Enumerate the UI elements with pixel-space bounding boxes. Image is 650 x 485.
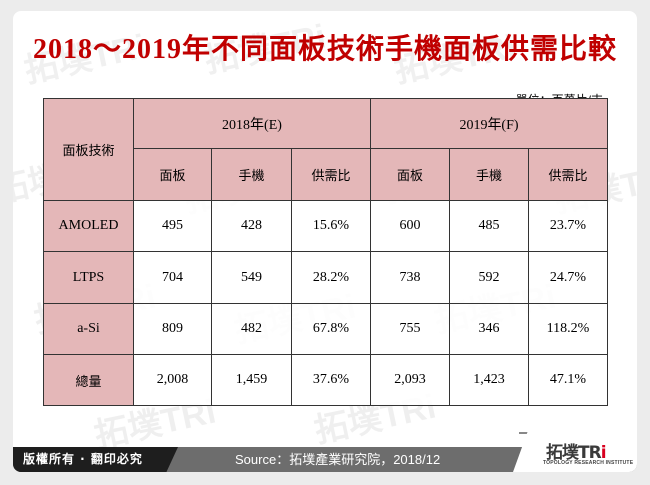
header-panel-2019: 面板	[370, 148, 450, 201]
row-label: AMOLED	[43, 200, 134, 252]
header-ratio-2018: 供需比	[291, 148, 371, 201]
table-row: LTPS 704 549 28.2% 738 592 24.7%	[43, 251, 608, 304]
page-title: 2018～2019年不同面板技術手機面板供需比較	[33, 34, 618, 65]
cell: 1,459	[211, 354, 292, 406]
cell: 23.7%	[528, 200, 608, 252]
cell: 809	[133, 303, 212, 355]
cell: 482	[211, 303, 292, 355]
slide-card: 拓墣TRi 拓墣TRi 拓墣TRi 拓墣TRi 拓墣TRi 拓墣TRi 拓墣TR…	[13, 11, 637, 472]
cell: 15.6%	[291, 200, 371, 252]
row-label: LTPS	[43, 251, 134, 304]
row-label: 總量	[43, 354, 134, 406]
header-phone-2018: 手機	[211, 148, 292, 201]
copyright-notice: 版權所有 · 翻印必究	[13, 447, 178, 472]
logo-panel	[513, 431, 637, 472]
header-year-2018: 2018年(E)	[133, 98, 371, 149]
cell: 592	[449, 251, 529, 304]
row-label: a-Si	[43, 303, 134, 355]
header-phone-2019: 手機	[449, 148, 529, 201]
cell: 428	[211, 200, 292, 252]
cell: 2,093	[370, 354, 450, 406]
table-row: a-Si 809 482 67.8% 755 346 118.2%	[43, 303, 608, 355]
source-text: Source：拓墣產業研究院，2018/12	[235, 452, 441, 467]
logo-subtitle: TOPOLOGY RESEARCH INSTITUTE	[543, 460, 634, 466]
cell: 24.7%	[528, 251, 608, 304]
cell: 485	[449, 200, 529, 252]
header-panel-2018: 面板	[133, 148, 212, 201]
tri-logo-icon: 拓墣TRi	[546, 443, 606, 463]
cell: 755	[370, 303, 450, 355]
cell: 738	[370, 251, 450, 304]
cell: 2,008	[133, 354, 212, 406]
cell: 1,423	[449, 354, 529, 406]
cell: 47.1%	[528, 354, 608, 406]
cell: 37.6%	[291, 354, 371, 406]
table-row: AMOLED 495 428 15.6% 600 485 23.7%	[43, 200, 608, 252]
header-year-2019: 2019年(F)	[370, 98, 608, 149]
cell: 28.2%	[291, 251, 371, 304]
header-ratio-2019: 供需比	[528, 148, 608, 201]
supply-demand-table: 面板技術 2018年(E) 2019年(F) 面板 手機 供需比 面板 手機 供…	[43, 98, 608, 406]
cell: 549	[211, 251, 292, 304]
cell: 600	[370, 200, 450, 252]
header-panel-technology: 面板技術	[43, 98, 134, 201]
cell: 495	[133, 200, 212, 252]
cell: 704	[133, 251, 212, 304]
cell: 118.2%	[528, 303, 608, 355]
cell: 346	[449, 303, 529, 355]
cell: 67.8%	[291, 303, 371, 355]
table-row: 總量 2,008 1,459 37.6% 2,093 1,423 47.1%	[43, 354, 608, 406]
